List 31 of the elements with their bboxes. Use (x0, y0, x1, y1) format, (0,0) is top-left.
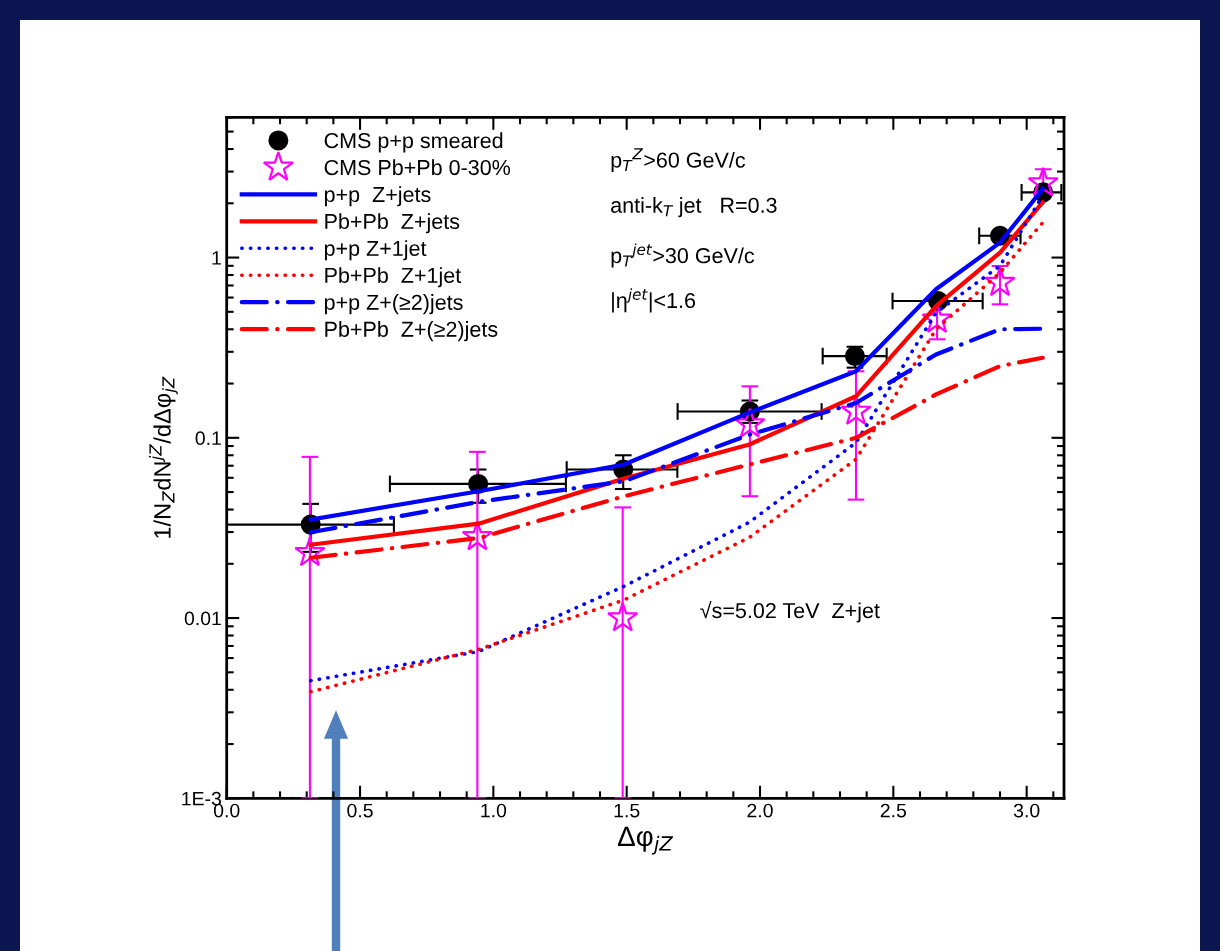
annotation: p$_{T}$$^{jet}$>30 GeV/c (611, 243, 755, 268)
x-tick-label: 1.5 (614, 803, 640, 818)
point (607, 601, 639, 632)
legend-label: p+p Z+jets (324, 186, 431, 207)
point (294, 536, 326, 567)
legend-label: p+p Z+1jet (324, 240, 427, 261)
x-tick-label: 2.5 (880, 803, 907, 818)
legend-label: Pb+Pb Z+1jet (325, 267, 462, 288)
annotation: |η$^{jet}$|<1.6 (612, 288, 696, 313)
point (984, 266, 1016, 297)
x-tick-label: 0.5 (347, 803, 373, 818)
legend-label: Pb+Pb Z+(≥2)jets (325, 321, 498, 342)
legend-label: p+p Z+(≥2)jets (324, 294, 463, 315)
x-tick-label: 2.0 (747, 803, 773, 818)
y-tick-label: 1 (212, 251, 221, 265)
annotation: p$_{T}$$^{Z}$>60 GeV/c (611, 148, 746, 172)
x-tick-label: 3.0 (1013, 803, 1040, 818)
point (461, 520, 493, 551)
point (1027, 166, 1059, 197)
legend-label: CMS Pb+Pb 0-30% (324, 159, 511, 176)
legend-label: CMS p+p smeared (324, 132, 503, 153)
legend-label: Pb+Pb Z+jets (325, 213, 460, 234)
point (734, 407, 766, 438)
point (840, 395, 872, 425)
x-axis-title: Δφ$_{jZ}$ (617, 826, 674, 855)
y-axis-title: 1/N$_{Z}$dN$^{jZ}$/dΔφ$_{jZ}$ (148, 376, 178, 538)
y-tick-label: 0.1 (195, 431, 221, 446)
annotation: √s=5.02 TeV Z+jet (700, 600, 880, 623)
annotation: anti-k$_{T}$ jet R=0.3 (611, 197, 777, 218)
y-tick-label: 0.01 (184, 611, 221, 626)
x-tick-label: 1.0 (481, 803, 507, 818)
